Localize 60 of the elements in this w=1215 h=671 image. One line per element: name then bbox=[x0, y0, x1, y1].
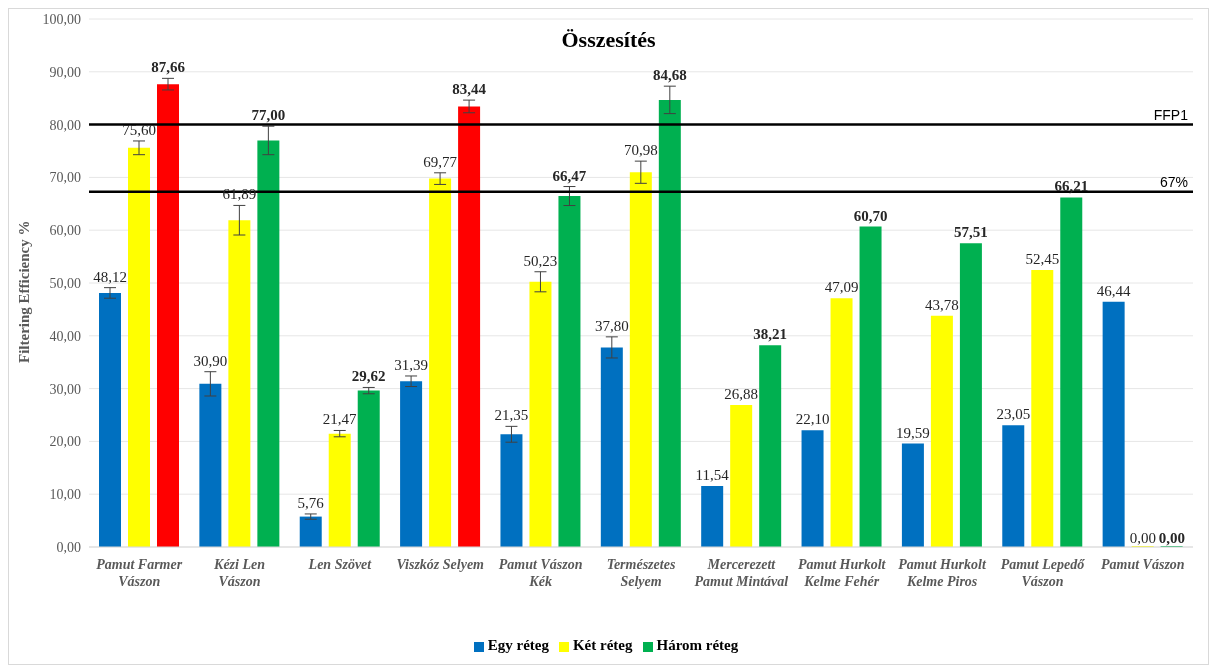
data-label: 69,77 bbox=[423, 153, 458, 170]
data-label: 57,51 bbox=[954, 224, 988, 241]
data-label: 46,44 bbox=[1096, 282, 1132, 299]
data-label: 87,66 bbox=[151, 59, 186, 76]
data-label: 31,39 bbox=[394, 356, 428, 373]
data-label: 48,12 bbox=[93, 268, 127, 285]
data-label: 43,78 bbox=[925, 296, 959, 313]
data-label: 0,00 bbox=[1158, 530, 1185, 546]
data-label: 5,76 bbox=[297, 494, 325, 511]
x-tick-label: Len Szövet bbox=[307, 557, 373, 572]
data-label: 30,90 bbox=[193, 352, 228, 369]
data-label: 38,21 bbox=[753, 326, 788, 343]
data-label: 83,44 bbox=[452, 81, 487, 98]
y-tick-label: 60,00 bbox=[49, 223, 81, 239]
y-tick-label: 20,00 bbox=[49, 434, 81, 450]
y-tick-label: 70,00 bbox=[49, 170, 81, 186]
data-label: 26,88 bbox=[724, 386, 759, 403]
y-tick-label: 0,00 bbox=[56, 539, 81, 555]
data-label: 22,10 bbox=[795, 411, 830, 428]
x-tick-label: Mercerezett Pamut Mintával bbox=[694, 557, 789, 589]
data-label: 84,68 bbox=[652, 67, 687, 84]
y-tick-label: 10,00 bbox=[49, 487, 81, 503]
legend-label: Egy réteg bbox=[487, 637, 549, 653]
x-tick-label: Pamut Hurkolt Kelme Fehér bbox=[797, 557, 887, 589]
y-tick-label: 100,00 bbox=[42, 11, 81, 27]
data-label: 21,35 bbox=[494, 407, 529, 424]
y-tick-label: 50,00 bbox=[49, 275, 81, 291]
data-label: 0,00 bbox=[1129, 530, 1156, 546]
y-tick-label: 30,00 bbox=[49, 381, 81, 397]
data-label: 47,09 bbox=[824, 279, 859, 296]
data-label: 11,54 bbox=[695, 467, 730, 484]
data-label: 29,62 bbox=[351, 368, 386, 385]
x-tick-label: Pamut Vászon Kék bbox=[498, 557, 583, 589]
x-tick-label: Kézi Len Vászon bbox=[213, 557, 266, 589]
data-label: 75,60 bbox=[122, 121, 156, 138]
ref-line-label: FFP1 bbox=[1153, 106, 1189, 123]
x-tick-label: Pamut Hurkolt Kelme Piros bbox=[898, 557, 987, 589]
chart-title: Összesítés bbox=[560, 27, 657, 53]
x-tick-label: Természetes Selyem bbox=[606, 557, 676, 589]
data-label: 60,70 bbox=[853, 207, 888, 224]
ref-line-label: 67% bbox=[1159, 173, 1188, 190]
x-tick-label: Pamut Lepedő Vászon bbox=[1000, 557, 1086, 589]
data-label: 52,45 bbox=[1025, 251, 1060, 268]
data-label: 37,80 bbox=[594, 317, 629, 334]
data-label: 50,23 bbox=[523, 252, 558, 269]
x-tick-label: Pamut Farmer Vászon bbox=[96, 557, 183, 589]
data-label: 21,47 bbox=[322, 411, 358, 428]
legend-label: Három réteg bbox=[656, 637, 739, 653]
y-axis-title: Filtering Efficiency % bbox=[16, 220, 33, 363]
x-tick-label: Pamut Vászon bbox=[1101, 557, 1185, 572]
y-tick-label: 80,00 bbox=[49, 117, 81, 133]
data-label: 19,59 bbox=[896, 424, 930, 441]
legend-label: Két réteg bbox=[572, 637, 633, 653]
data-label: 77,00 bbox=[251, 107, 286, 124]
x-tick-label: Viszkóz Selyem bbox=[396, 557, 485, 572]
data-label: 70,98 bbox=[623, 142, 658, 159]
data-label: 66,47 bbox=[552, 167, 587, 184]
data-label: 23,05 bbox=[996, 406, 1031, 423]
y-tick-label: 40,00 bbox=[49, 328, 81, 344]
y-tick-label: 90,00 bbox=[49, 64, 81, 80]
